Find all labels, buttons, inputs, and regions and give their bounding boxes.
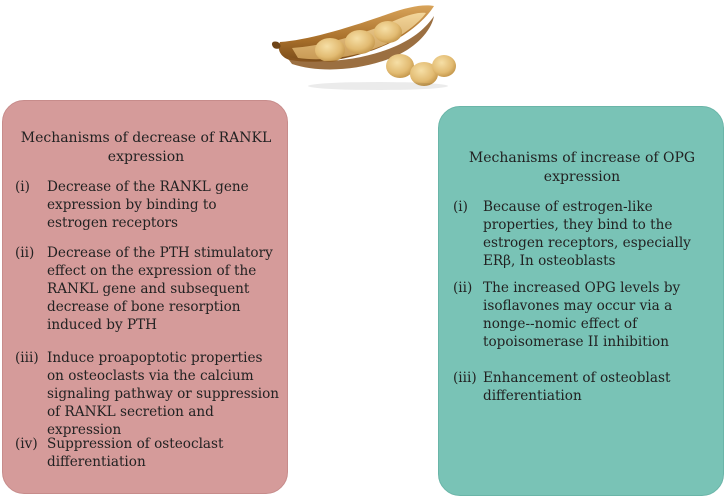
rankl-item-1-text: Decrease of the RANKL gene expression by… [47, 179, 249, 231]
rankl-item-3-text: Induce proapoptotic properties on osteoc… [47, 350, 280, 438]
soybean-pod-icon [268, 0, 458, 92]
rankl-item-2: (ii) Decrease of the PTH stimulatory eff… [15, 244, 277, 336]
opg-increase-panel: Mechanisms of increase of OPG expression… [438, 106, 724, 496]
opg-item-1: (i) Because of estrogen-like properties,… [453, 198, 717, 269]
opg-item-2: (ii) The increased OPG levels by isoflav… [453, 279, 717, 350]
opg-item-3: (iii) Enhancement of osteoblast differen… [453, 369, 717, 409]
opg-item-1-number: (i) [453, 199, 468, 215]
rankl-item-4: (iv) Suppression of osteoclast different… [15, 435, 277, 475]
opg-item-3-number: (iii) [453, 370, 477, 386]
rankl-item-4-number: (iv) [15, 436, 38, 452]
opg-item-3-text: Enhancement of osteoblast differentiatio… [483, 370, 671, 404]
rankl-item-2-text: Decrease of the PTH stimulatory effect o… [47, 245, 273, 333]
opg-item-2-number: (ii) [453, 280, 473, 296]
rankl-panel-title: Mechanisms of decrease of RANKL expressi… [20, 130, 272, 165]
opg-item-1-text: Because of estrogen-like properties, the… [483, 199, 691, 269]
rankl-item-2-number: (ii) [15, 245, 35, 261]
rankl-decrease-panel: Mechanisms of decrease of RANKL expressi… [2, 100, 288, 494]
opg-item-2-text: The increased OPG levels by isoflavones … [483, 280, 681, 350]
rankl-item-4-text: Suppression of osteoclast differentiatio… [47, 436, 224, 470]
rankl-item-1: (i) Decrease of the RANKL gene expressio… [15, 178, 277, 232]
rankl-item-3: (iii) Induce proapoptotic properties on … [15, 349, 283, 438]
rankl-item-1-number: (i) [15, 179, 30, 195]
rankl-item-3-number: (iii) [15, 350, 39, 366]
opg-panel-title: Mechanisms of increase of OPG expression [468, 150, 696, 185]
